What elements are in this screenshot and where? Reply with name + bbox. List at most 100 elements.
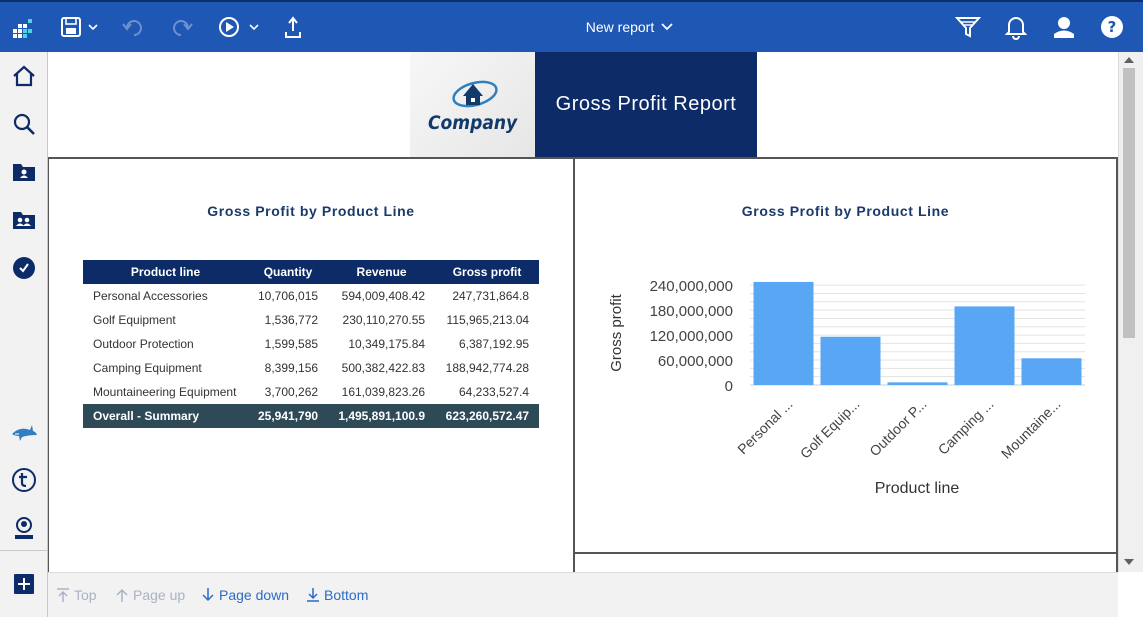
cell-product-line: Camping Equipment <box>93 361 202 375</box>
cell-revenue: 594,009,408.42 <box>341 289 426 303</box>
help-icon[interactable]: ? <box>1098 2 1126 52</box>
my-content-icon[interactable] <box>0 154 47 190</box>
arrow-to-bottom-icon <box>307 588 319 602</box>
svg-text:?: ? <box>1108 18 1117 36</box>
cell-quantity: 1,536,772 <box>264 313 319 327</box>
y-tick-label: 180,000,000 <box>650 303 733 320</box>
column-header[interactable]: Revenue <box>328 260 436 284</box>
page-up-button[interactable]: Page up <box>115 587 185 603</box>
y-tick-label: 60,000,000 <box>658 353 733 370</box>
shark-icon[interactable] <box>0 414 47 450</box>
user-icon[interactable] <box>1050 2 1078 52</box>
page-down-button[interactable]: Page down <box>201 587 289 603</box>
left-sidebar <box>0 52 48 617</box>
add-icon[interactable] <box>0 566 47 602</box>
x-axis-label: Product line <box>875 480 960 497</box>
search-icon[interactable] <box>0 106 47 142</box>
arrow-up-icon <box>116 588 128 602</box>
company-logo: Company <box>410 52 535 157</box>
table-row[interactable]: Mountaineering Equipment 3,700,262 161,0… <box>83 380 539 404</box>
recent-icon[interactable] <box>0 250 47 286</box>
x-tick-label: Mountaine... <box>998 396 1064 462</box>
share-icon[interactable] <box>280 2 306 52</box>
bar <box>753 281 814 385</box>
cell-summary-label: Overall - Summary <box>83 404 248 428</box>
x-tick-label: Personal ... <box>734 396 795 457</box>
y-axis-label: Gross profit <box>608 293 625 371</box>
table-header-row: Product line Quantity Revenue Gross prof… <box>83 260 540 284</box>
table-row[interactable]: Personal Accessories 10,706,015 594,009,… <box>83 284 539 308</box>
chevron-down-icon <box>660 19 674 35</box>
cell-gross-profit: 115,965,213.04 <box>446 313 530 327</box>
filter-icon[interactable] <box>954 2 982 52</box>
bar <box>954 306 1015 385</box>
page-navigation: Top Page up Page down Bottom <box>48 572 1118 617</box>
gross-profit-table: Product line Quantity Revenue Gross prof… <box>83 260 540 428</box>
top-button[interactable]: Top <box>56 587 97 603</box>
table-row[interactable]: Camping Equipment 8,399,156 500,382,422.… <box>83 356 539 380</box>
x-tick-label: Outdoor P... <box>866 396 929 459</box>
cell-gross-profit: 188,942,774.28 <box>445 361 530 375</box>
cell-product-line: Golf Equipment <box>93 313 176 327</box>
summary-row[interactable]: Overall - Summary 25,941,790 1,495,891,1… <box>83 404 540 428</box>
chart-title: Gross Profit by Product Line <box>741 203 950 219</box>
sidebar-divider <box>0 550 47 551</box>
cell-revenue: 10,349,175.84 <box>348 337 426 351</box>
bar <box>820 336 881 385</box>
undo-icon[interactable] <box>120 2 148 52</box>
cell-product-line: Outdoor Protection <box>93 337 194 351</box>
bar <box>887 382 948 385</box>
profile-badge-icon[interactable] <box>0 510 47 546</box>
column-header[interactable]: Gross profit <box>435 260 540 284</box>
report-title-dropdown[interactable]: New report <box>560 2 700 52</box>
apps-icon[interactable] <box>10 2 36 52</box>
y-tick-label: 0 <box>725 378 733 395</box>
report-name: New report <box>585 19 655 35</box>
scroll-thumb[interactable] <box>1123 68 1135 338</box>
notification-icon[interactable] <box>1002 2 1030 52</box>
scroll-down-icon[interactable] <box>1122 556 1136 568</box>
table-row[interactable]: Golf Equipment 1,536,772 230,110,270.55 … <box>83 308 539 332</box>
column-header[interactable]: Product line <box>83 260 248 284</box>
bottom-label: Bottom <box>324 587 369 603</box>
home-icon[interactable] <box>0 58 47 94</box>
t-icon[interactable] <box>0 462 47 498</box>
scroll-up-icon[interactable] <box>1122 54 1136 66</box>
cell-quantity: 1,599,585 <box>264 337 319 351</box>
chart-panel[interactable]: Gross Profit by Product Line 0 60,000,000… <box>573 157 1118 554</box>
report-title: Gross Profit Report <box>535 52 757 157</box>
redo-icon[interactable] <box>167 2 195 52</box>
top-toolbar: New report ? <box>0 0 1143 52</box>
bar-chart: 0 60,000,000 120,000,000 180,000,000 240,000… <box>608 278 1085 497</box>
arrow-to-top-icon <box>57 588 69 602</box>
table-title: Gross Profit by Product Line <box>207 203 415 219</box>
logo-text: Company <box>427 111 518 134</box>
house-logo-icon <box>451 80 498 107</box>
cell-summary-revenue: 1,495,891,100.9 <box>328 404 436 428</box>
table-panel[interactable]: Gross Profit by Product Line Product lin… <box>48 157 575 572</box>
run-icon[interactable] <box>218 2 262 52</box>
cell-gross-profit: 247,731,864.8 <box>452 289 530 303</box>
x-tick-label: Camping ... <box>935 396 997 458</box>
team-content-icon[interactable] <box>0 202 47 238</box>
report-canvas: Company Gross Profit Report Gross Profit… <box>48 52 1118 572</box>
y-tick-label: 120,000,000 <box>650 328 733 345</box>
bottom-button[interactable]: Bottom <box>306 587 368 603</box>
next-panel[interactable] <box>573 552 1118 572</box>
page-down-label: Page down <box>219 587 290 603</box>
cell-revenue: 230,110,270.55 <box>342 313 426 327</box>
cell-product-line: Personal Accessories <box>93 289 208 303</box>
column-header[interactable]: Quantity <box>248 260 329 284</box>
y-tick-label: 240,000,000 <box>650 278 733 295</box>
save-icon[interactable] <box>58 2 102 52</box>
cell-revenue: 500,382,422.83 <box>341 361 426 375</box>
cell-gross-profit: 6,387,192.95 <box>458 337 530 351</box>
top-label: Top <box>74 587 97 603</box>
cell-product-line: Mountaineering Equipment <box>93 385 237 399</box>
cell-gross-profit: 64,233,527.4 <box>458 385 530 399</box>
x-tick-label: Golf Equip... <box>797 396 863 462</box>
cell-quantity: 10,706,015 <box>258 289 319 303</box>
table-row[interactable]: Outdoor Protection 1,599,585 10,349,175.… <box>83 332 539 356</box>
cell-quantity: 8,399,156 <box>264 361 319 375</box>
vertical-scrollbar[interactable] <box>1118 52 1143 572</box>
